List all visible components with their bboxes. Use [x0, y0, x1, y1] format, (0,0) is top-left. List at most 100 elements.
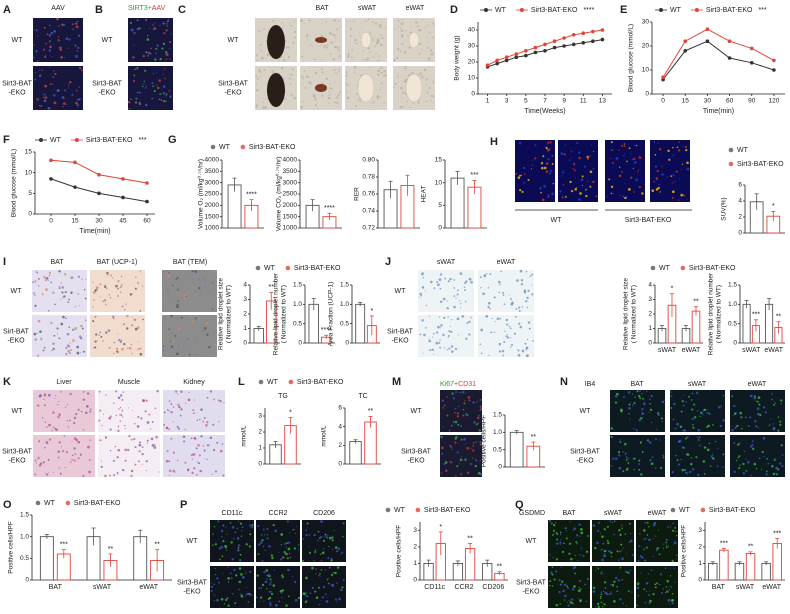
texture — [560, 539, 562, 541]
texture — [651, 456, 654, 459]
texture — [58, 400, 60, 403]
texture — [626, 467, 629, 469]
texture — [470, 316, 472, 319]
texture — [303, 70, 306, 72]
texture — [596, 602, 600, 606]
texture — [503, 341, 506, 343]
texture — [52, 291, 55, 294]
texture — [190, 454, 193, 456]
point — [749, 46, 754, 51]
point — [600, 28, 605, 32]
x-tick-label: CD11c — [424, 584, 445, 591]
texture — [629, 418, 631, 420]
legend-marker — [519, 8, 524, 12]
x-tick-label: 15 — [682, 98, 690, 105]
texture — [74, 101, 78, 105]
texture — [450, 461, 453, 464]
texture — [177, 403, 180, 407]
texture — [82, 398, 86, 401]
texture — [695, 456, 698, 459]
texture — [267, 597, 270, 600]
texture — [643, 548, 646, 551]
texture — [269, 604, 272, 607]
texture — [743, 450, 746, 453]
texture — [638, 185, 641, 189]
texture — [172, 420, 174, 423]
texture — [165, 460, 169, 463]
texture — [617, 579, 620, 582]
texture — [63, 295, 66, 298]
image — [592, 520, 634, 562]
texture — [679, 178, 681, 180]
texture — [623, 143, 626, 145]
texture — [517, 176, 521, 179]
texture — [212, 544, 214, 546]
texture — [115, 390, 118, 393]
texture — [327, 43, 329, 46]
texture — [257, 525, 260, 528]
texture — [731, 428, 734, 432]
texture — [418, 42, 422, 46]
texture — [50, 31, 54, 35]
texture — [82, 350, 85, 353]
texture — [621, 557, 624, 561]
texture — [443, 404, 446, 407]
texture — [169, 40, 172, 44]
texture — [675, 454, 677, 457]
y-tick-label: 2 — [258, 429, 262, 436]
texture — [753, 395, 756, 398]
texture — [487, 305, 490, 309]
texture — [519, 269, 523, 273]
texture — [115, 347, 119, 350]
texture — [619, 408, 623, 412]
texture — [639, 397, 641, 399]
texture — [321, 551, 325, 555]
texture — [734, 426, 737, 429]
texture — [648, 538, 651, 542]
texture — [219, 400, 222, 403]
texture — [740, 416, 743, 419]
texture — [58, 337, 61, 340]
texture — [633, 157, 636, 160]
texture — [636, 604, 638, 607]
texture — [396, 56, 399, 60]
texture — [616, 590, 619, 592]
texture — [426, 37, 428, 39]
texture — [66, 420, 68, 422]
texture — [109, 415, 112, 418]
y-tick-label: 1 — [648, 325, 652, 332]
texture — [347, 55, 350, 58]
texture — [446, 415, 449, 417]
texture — [631, 404, 634, 407]
texture — [628, 403, 631, 406]
texture — [134, 101, 138, 104]
texture — [732, 414, 735, 417]
texture — [221, 555, 224, 558]
texture — [109, 274, 112, 277]
texture — [144, 87, 147, 89]
texture — [641, 392, 643, 395]
y-tick-label: 0.5 — [293, 320, 302, 327]
texture — [408, 46, 411, 49]
tissue — [357, 73, 375, 103]
texture — [216, 441, 219, 444]
texture — [570, 598, 574, 601]
texture — [625, 456, 628, 459]
texture — [130, 474, 133, 478]
texture — [621, 144, 624, 147]
texture — [187, 398, 191, 402]
texture — [117, 426, 119, 428]
texture — [462, 414, 465, 417]
texture — [493, 296, 496, 299]
texture — [462, 409, 465, 411]
texture — [81, 327, 84, 330]
texture — [523, 173, 526, 175]
texture — [425, 100, 428, 103]
texture — [117, 287, 119, 290]
texture — [281, 22, 284, 24]
texture — [266, 578, 268, 580]
texture — [641, 451, 644, 453]
significance: *** — [720, 540, 728, 547]
texture — [383, 70, 386, 73]
texture — [379, 87, 381, 89]
